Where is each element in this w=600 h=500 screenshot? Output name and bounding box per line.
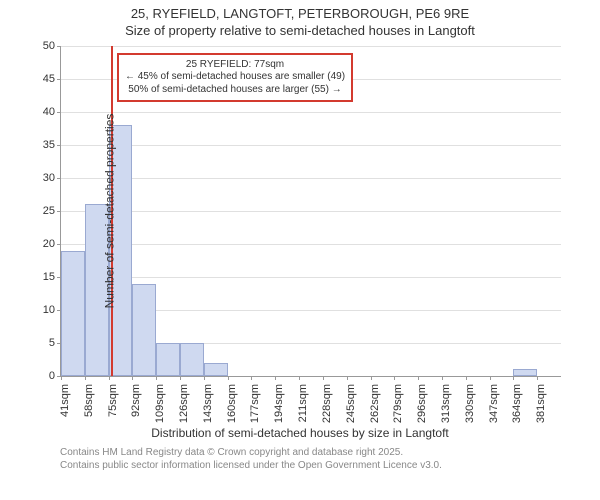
y-tick-label: 10 (43, 304, 61, 316)
x-tick-label: 177sqm (249, 384, 261, 423)
x-tick-label: 75sqm (107, 384, 119, 417)
x-tick-mark (109, 376, 110, 380)
x-tick-mark (490, 376, 491, 380)
x-tick-mark (180, 376, 181, 380)
x-tick-mark (513, 376, 514, 380)
y-axis-title: Number of semi-detached properties (102, 114, 116, 309)
gridline (61, 277, 561, 278)
x-tick-label: 347sqm (488, 384, 500, 423)
chart-area: 0510152025303540455041sqm58sqm75sqm92sqm… (60, 46, 560, 376)
title-main: 25, RYEFIELD, LANGTOFT, PETERBOROUGH, PE… (0, 6, 600, 21)
annotation-line: ← 45% of semi-detached houses are smalle… (125, 71, 345, 84)
x-tick-label: 313sqm (440, 384, 452, 423)
x-axis-title: Distribution of semi-detached houses by … (0, 426, 600, 440)
gridline (61, 244, 561, 245)
histogram-bar (156, 343, 180, 376)
x-tick-mark (418, 376, 419, 380)
attribution: Contains HM Land Registry data © Crown c… (60, 446, 600, 472)
histogram-bar (132, 284, 156, 376)
y-tick-label: 50 (43, 40, 61, 52)
x-tick-mark (228, 376, 229, 380)
y-tick-label: 15 (43, 271, 61, 283)
x-tick-mark (204, 376, 205, 380)
y-tick-label: 5 (49, 337, 61, 349)
x-tick-mark (323, 376, 324, 380)
x-tick-mark (371, 376, 372, 380)
gridline (61, 46, 561, 47)
x-tick-mark (394, 376, 395, 380)
histogram-bar (61, 251, 85, 376)
y-tick-label: 25 (43, 205, 61, 217)
x-tick-label: 58sqm (83, 384, 95, 417)
gridline (61, 145, 561, 146)
annotation-line: 25 RYEFIELD: 77sqm (125, 59, 345, 72)
x-tick-label: 364sqm (511, 384, 523, 423)
x-tick-label: 194sqm (273, 384, 285, 423)
x-tick-label: 211sqm (297, 384, 309, 422)
x-tick-label: 245sqm (345, 384, 357, 423)
x-tick-mark (537, 376, 538, 380)
y-tick-label: 45 (43, 73, 61, 85)
x-tick-label: 228sqm (321, 384, 333, 423)
histogram-bar (204, 363, 228, 376)
x-tick-label: 296sqm (416, 384, 428, 423)
x-tick-label: 41sqm (59, 384, 71, 417)
y-tick-label: 40 (43, 106, 61, 118)
gridline (61, 178, 561, 179)
x-tick-label: 126sqm (178, 384, 190, 423)
x-tick-label: 143sqm (202, 384, 214, 423)
x-tick-label: 279sqm (392, 384, 404, 423)
x-tick-mark (61, 376, 62, 380)
x-tick-mark (85, 376, 86, 380)
gridline (61, 211, 561, 212)
x-tick-label: 109sqm (154, 384, 166, 423)
attribution-line2: Contains public sector information licen… (60, 459, 600, 472)
gridline (61, 112, 561, 113)
y-tick-label: 0 (49, 370, 61, 382)
x-tick-mark (466, 376, 467, 380)
plot-box: 0510152025303540455041sqm58sqm75sqm92sqm… (60, 46, 561, 377)
y-tick-label: 30 (43, 172, 61, 184)
x-tick-label: 381sqm (535, 384, 547, 423)
x-tick-label: 92sqm (130, 384, 142, 417)
x-tick-mark (347, 376, 348, 380)
histogram-bar (180, 343, 204, 376)
x-tick-label: 330sqm (464, 384, 476, 423)
histogram-bar (513, 369, 537, 376)
x-tick-mark (299, 376, 300, 380)
x-tick-mark (251, 376, 252, 380)
x-tick-mark (275, 376, 276, 380)
title-sub: Size of property relative to semi-detach… (0, 23, 600, 38)
x-tick-label: 262sqm (369, 384, 381, 423)
y-tick-label: 35 (43, 139, 61, 151)
x-tick-mark (442, 376, 443, 380)
annotation-line: 50% of semi-detached houses are larger (… (125, 84, 345, 97)
x-tick-label: 160sqm (226, 384, 238, 423)
chart-titles: 25, RYEFIELD, LANGTOFT, PETERBOROUGH, PE… (0, 6, 600, 38)
x-tick-mark (132, 376, 133, 380)
annotation-box: 25 RYEFIELD: 77sqm← 45% of semi-detached… (117, 53, 353, 103)
x-tick-mark (156, 376, 157, 380)
attribution-line1: Contains HM Land Registry data © Crown c… (60, 446, 600, 459)
y-tick-label: 20 (43, 238, 61, 250)
